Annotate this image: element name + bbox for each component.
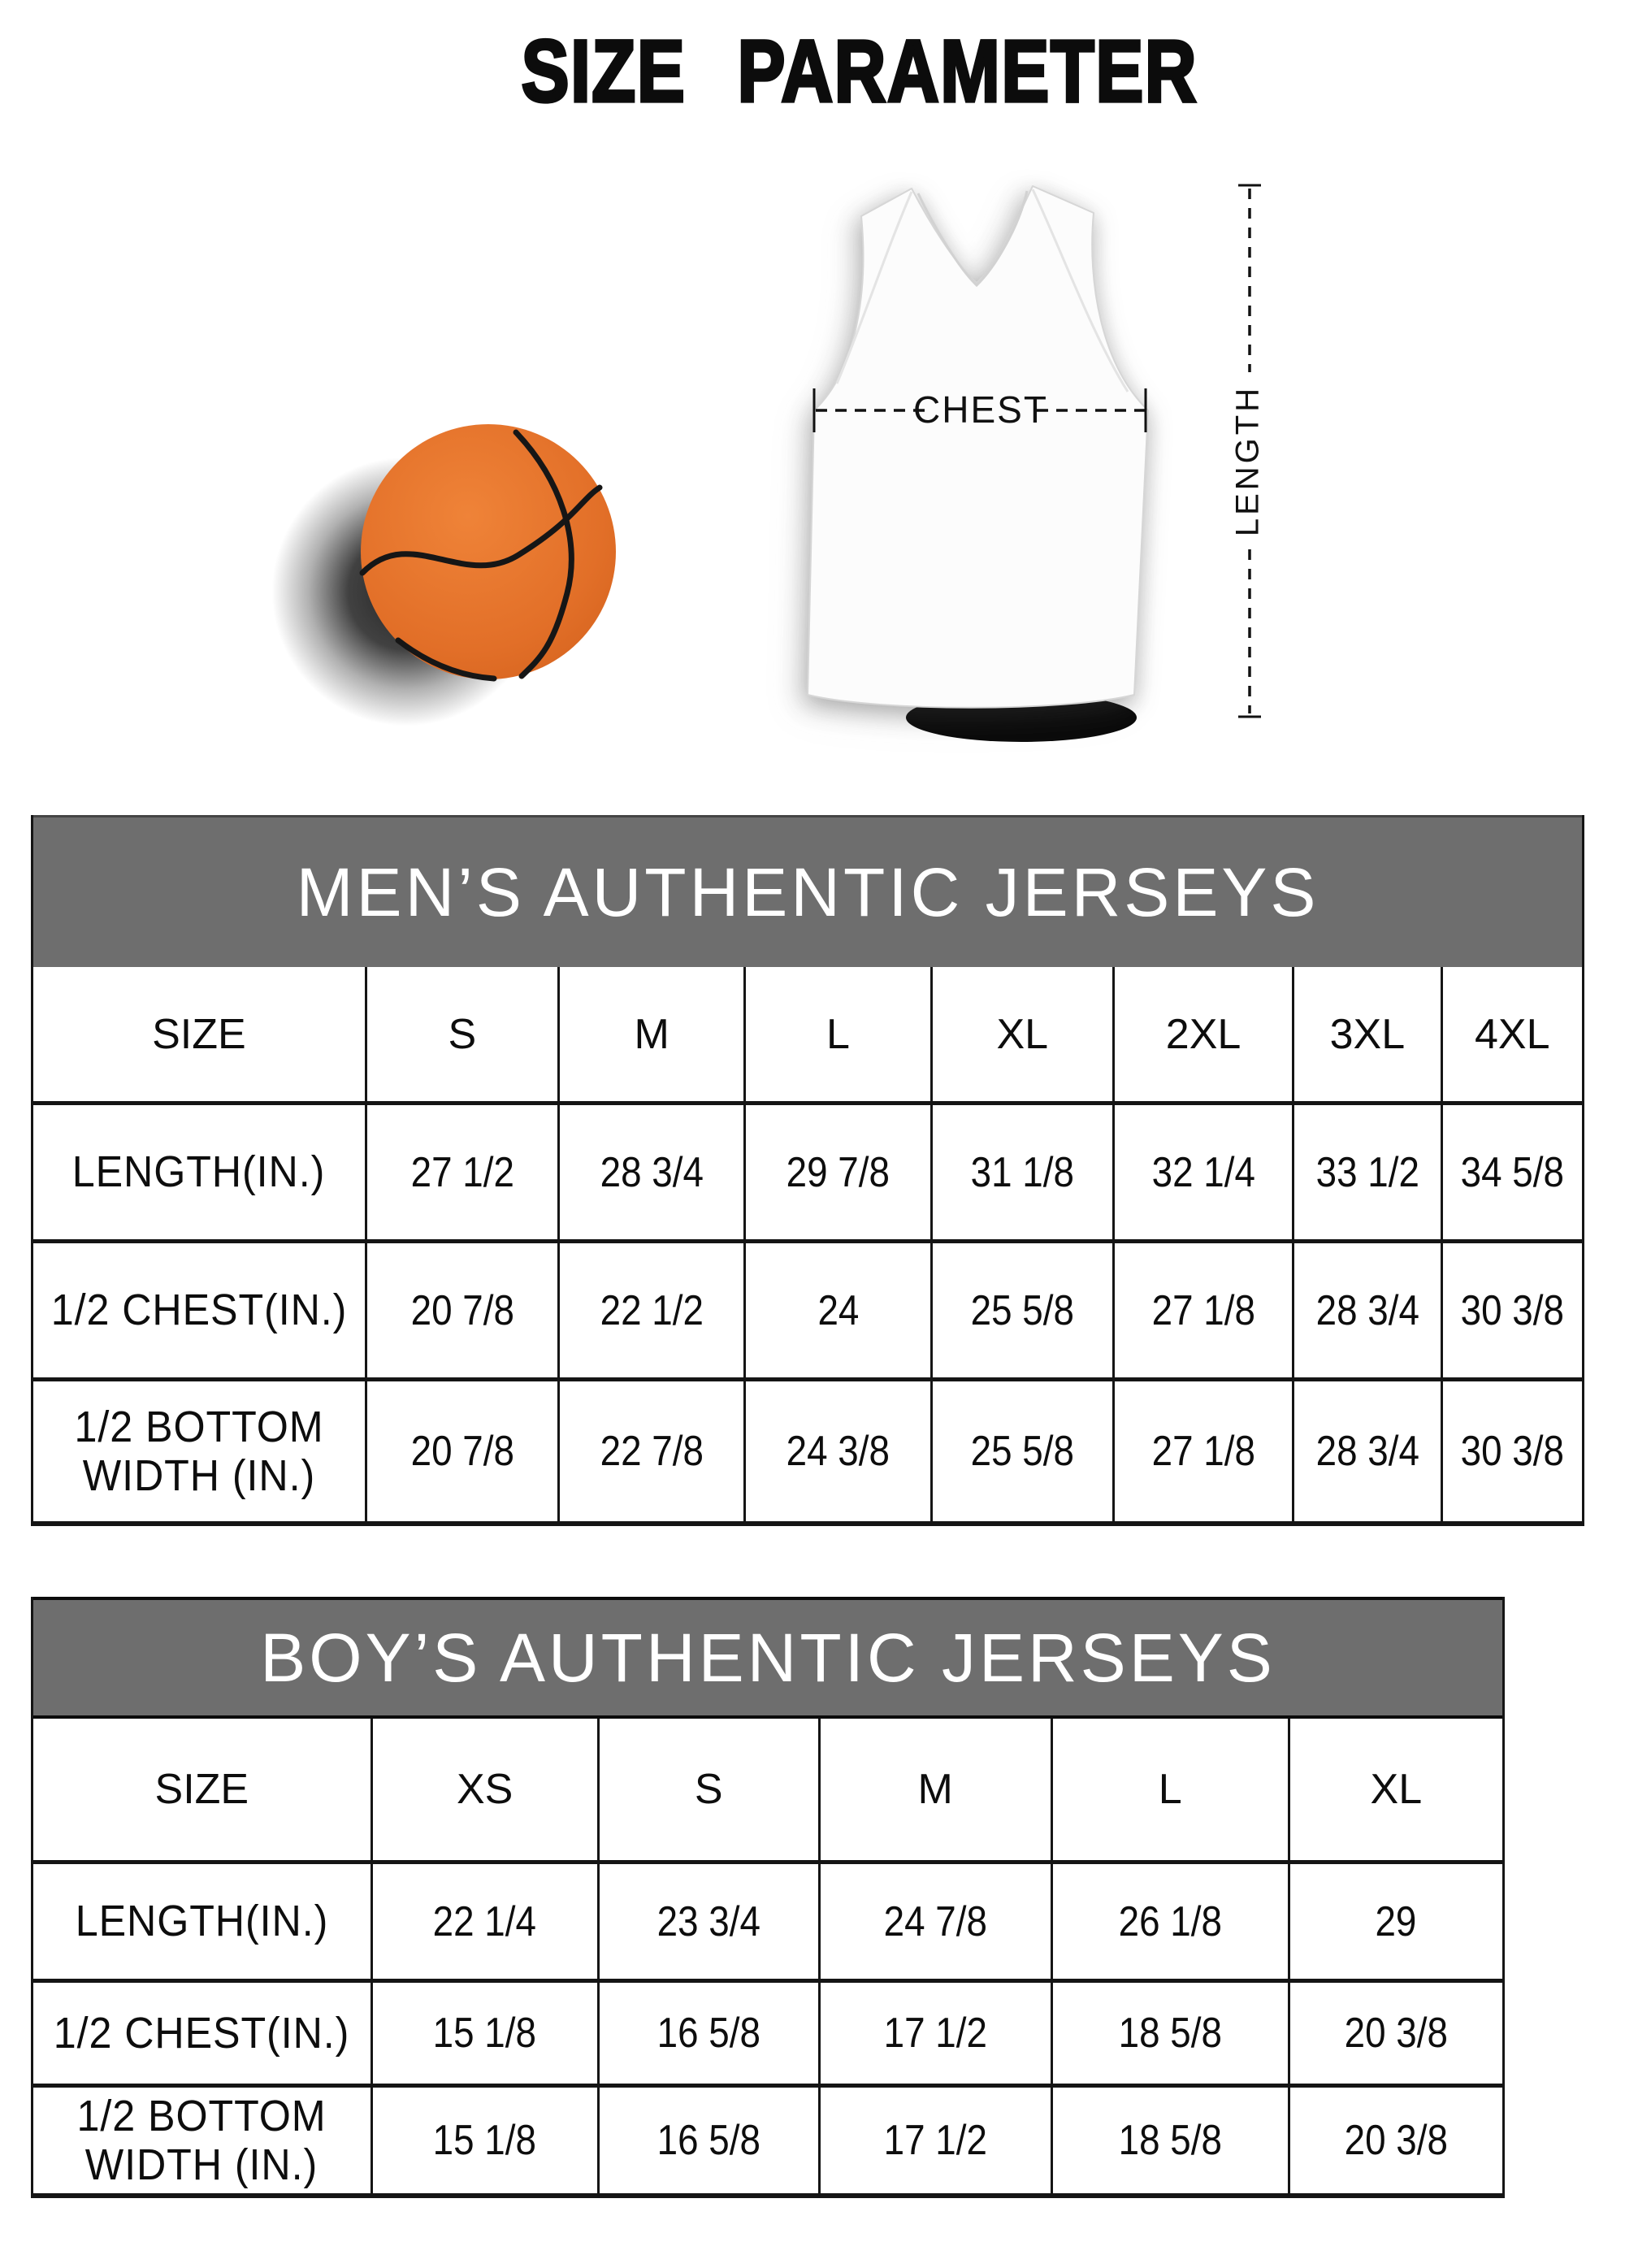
value-cell: 28 3/4 <box>560 1105 747 1239</box>
mens-header-cell: S <box>367 967 561 1101</box>
mens-table-banner: MEN’S AUTHENTIC JERSEYS <box>33 815 1582 967</box>
mens-header-cell: M <box>560 967 747 1101</box>
value-cell: 31 1/8 <box>933 1105 1115 1239</box>
length-measure-line <box>1238 184 1261 718</box>
value-cell: 26 1/8 <box>1053 1864 1290 1979</box>
value-cell: 28 3/4 <box>1294 1381 1443 1521</box>
value-cell: 25 5/8 <box>933 1243 1115 1377</box>
value-cell: 22 7/8 <box>560 1381 747 1521</box>
value-cell: 17 1/2 <box>821 1983 1053 2084</box>
row-label: 1/2 BOTTOM <box>76 2091 327 2140</box>
value-cell: 20 3/8 <box>1344 2117 1448 2164</box>
value-cell: 16 5/8 <box>600 2088 821 2193</box>
value-cell: 22 1/2 <box>560 1243 747 1377</box>
value-cell: 23 3/4 <box>600 1864 821 1979</box>
boys-size-table: BOY’S AUTHENTIC JERSEYS SIZE XS S M L XL… <box>31 1597 1505 2198</box>
value-cell: 27 1/8 <box>1115 1381 1295 1521</box>
row-label-cell: 1/2 BOTTOM WIDTH (IN.) <box>33 2088 373 2193</box>
value-cell: 28 3/4 <box>1294 1243 1443 1377</box>
boys-header-row: SIZE XS S M L XL <box>33 1719 1502 1864</box>
jersey-image <box>807 185 1149 709</box>
value-cell: 15 1/8 <box>373 1983 600 2084</box>
mens-header-cell: 4XL <box>1475 1010 1550 1058</box>
mens-size-table: MEN’S AUTHENTIC JERSEYS SIZE S M L XL 2X… <box>31 815 1584 1526</box>
boys-header-cell: XL <box>1370 1766 1423 1813</box>
mens-length-row: LENGTH(IN.) 27 1/2 28 3/4 29 7/8 31 1/8 … <box>33 1105 1582 1243</box>
mens-header-cell: SIZE <box>33 967 367 1101</box>
row-label-cell: 1/2 CHEST(IN.) <box>33 1243 367 1377</box>
value-cell: 18 5/8 <box>1053 1983 1290 2084</box>
row-label-cell: LENGTH(IN.) <box>33 1105 367 1239</box>
value-cell: 27 1/2 <box>367 1105 561 1239</box>
mens-header-row: SIZE S M L XL 2XL 3XL 4XL <box>33 967 1582 1105</box>
value-cell: 34 5/8 <box>1460 1148 1564 1196</box>
mens-half-bottom-width-row: 1/2 BOTTOM WIDTH (IN.) 20 7/8 22 7/8 24 … <box>33 1381 1582 1526</box>
value-cell: 20 7/8 <box>367 1381 561 1521</box>
value-cell: 30 3/8 <box>1460 1428 1564 1475</box>
boys-table-banner: BOY’S AUTHENTIC JERSEYS <box>33 1597 1502 1719</box>
row-label-line2: WIDTH (IN.) <box>82 1451 316 1500</box>
page-title-text: SIZE PARAMETER <box>520 20 1198 122</box>
row-label-cell: 1/2 BOTTOM WIDTH (IN.) <box>33 1381 367 1521</box>
value-cell: 22 1/4 <box>373 1864 600 1979</box>
boys-header-cell: M <box>821 1719 1053 1860</box>
row-label-cell: LENGTH(IN.) <box>33 1864 373 1979</box>
boys-header-cell: XS <box>373 1719 600 1860</box>
value-cell: 24 3/8 <box>746 1381 933 1521</box>
value-cell: 30 3/8 <box>1460 1286 1564 1334</box>
value-cell: 33 1/2 <box>1294 1105 1443 1239</box>
value-cell: 24 <box>746 1243 933 1377</box>
boys-header-cell: S <box>600 1719 821 1860</box>
length-label: LENGTH <box>1230 385 1266 536</box>
value-cell: 20 3/8 <box>1344 2010 1448 2057</box>
value-cell: 20 7/8 <box>367 1243 561 1377</box>
value-cell: 18 5/8 <box>1053 2088 1290 2193</box>
mens-header-cell: L <box>746 967 933 1101</box>
hero-illustration: CHEST LENGTH <box>254 184 1266 744</box>
basketball-image <box>359 424 616 682</box>
value-cell: 15 1/8 <box>373 2088 600 2193</box>
mens-banner-text: MEN’S AUTHENTIC JERSEYS <box>296 853 1320 930</box>
chest-label: CHEST <box>913 388 1048 431</box>
value-cell: 29 7/8 <box>746 1105 933 1239</box>
row-label: LENGTH(IN.) <box>72 1147 326 1197</box>
row-label: 1/2 CHEST(IN.) <box>50 1286 348 1335</box>
row-label: 1/2 BOTTOM <box>74 1402 324 1451</box>
value-cell: 16 5/8 <box>600 1983 821 2084</box>
value-cell: 32 1/4 <box>1115 1105 1295 1239</box>
mens-half-chest-row: 1/2 CHEST(IN.) 20 7/8 22 1/2 24 25 5/8 2… <box>33 1243 1582 1381</box>
value-cell: 29 <box>1375 1897 1417 1945</box>
boys-half-chest-row: 1/2 CHEST(IN.) 15 1/8 16 5/8 17 1/2 18 5… <box>33 1983 1502 2088</box>
value-cell: 17 1/2 <box>821 2088 1053 2193</box>
boys-banner-text: BOY’S AUTHENTIC JERSEYS <box>260 1619 1276 1696</box>
boys-header-cell: SIZE <box>33 1719 373 1860</box>
row-label: LENGTH(IN.) <box>75 1897 329 1946</box>
value-cell: 25 5/8 <box>933 1381 1115 1521</box>
row-label-cell: 1/2 CHEST(IN.) <box>33 1983 373 2084</box>
mens-header-cell: XL <box>933 967 1115 1101</box>
mens-header-cell: 2XL <box>1115 967 1295 1101</box>
row-label-line2: WIDTH (IN.) <box>85 2140 318 2189</box>
boys-length-row: LENGTH(IN.) 22 1/4 23 3/4 24 7/8 26 1/8 … <box>33 1864 1502 1983</box>
chest-measure-line <box>812 388 1147 432</box>
row-label: 1/2 CHEST(IN.) <box>54 2008 350 2058</box>
value-cell: 27 1/8 <box>1115 1243 1295 1377</box>
boys-half-bottom-width-row: 1/2 BOTTOM WIDTH (IN.) 15 1/8 16 5/8 17 … <box>33 2088 1502 2198</box>
mens-header-cell: 3XL <box>1294 967 1443 1101</box>
value-cell: 24 7/8 <box>821 1864 1053 1979</box>
boys-header-cell: L <box>1053 1719 1290 1860</box>
